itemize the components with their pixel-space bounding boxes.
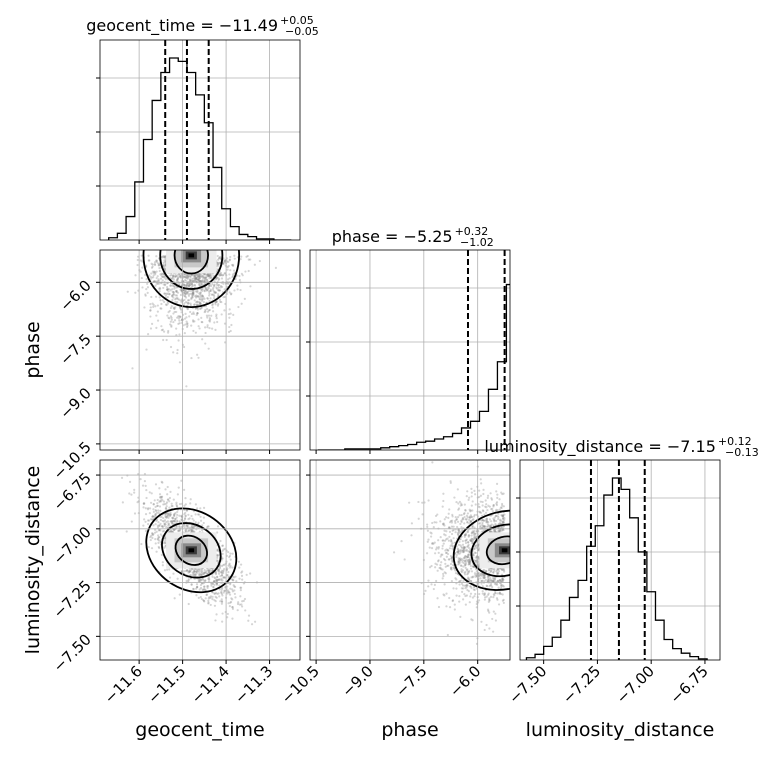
x-tick-label: −9.0 [338, 662, 376, 700]
xlabel-phase: phase [381, 719, 438, 741]
xlabel-luminosity-distance: luminosity_distance [526, 719, 715, 741]
title-geocent-time: geocent_time = −11.49 +0.05 [86, 14, 314, 36]
x-tick-label: −7.50 [505, 662, 550, 707]
panel-frame [519, 459, 721, 661]
contour-line [452, 509, 510, 591]
contour-line [161, 522, 222, 579]
contour-line [174, 534, 208, 566]
grid-layer [100, 40, 720, 660]
contour-line [145, 507, 238, 594]
contour-line [485, 535, 510, 566]
density-geocent_time-luminosity_distance [166, 532, 217, 569]
title-luminosity-distance: luminosity_distance = −7.15 +0.12 [484, 435, 751, 457]
x-tick-label: −11.5 [144, 662, 189, 707]
contours-geocent_time-luminosity_distance [145, 507, 238, 594]
y-tick-label: −7.25 [50, 577, 95, 622]
frame-layer [99, 39, 721, 661]
title-phase: phase = −5.25 +0.32 [332, 225, 489, 246]
contour-line [173, 250, 209, 275]
histogram-luminosity_distance [525, 477, 708, 660]
x-tick-label: −6.75 [667, 662, 712, 707]
contours-phase-luminosity_distance [452, 509, 510, 591]
contour-line [159, 250, 224, 290]
y-tick-label: −7.5 [56, 330, 94, 368]
x-tick-label: −10.5 [278, 662, 323, 707]
y-tick-label: −9.0 [56, 384, 94, 422]
x-tick-label: −11.3 [231, 662, 276, 707]
density-geocent_time-phase [166, 250, 217, 274]
x-tick-label: −6.0 [446, 662, 484, 700]
ylabel-phase: phase [22, 321, 44, 378]
ylabel-luminosity-distance: luminosity_distance [22, 466, 44, 655]
title-geocent-time-minus: −0.05 [285, 25, 319, 38]
panel-frame [99, 459, 301, 661]
x-tick-label: −7.5 [392, 662, 430, 700]
histogram-layer [108, 57, 708, 660]
title-phase-minus: −1.02 [460, 236, 494, 249]
xlabel-geocent-time: geocent_time [135, 719, 264, 741]
x-tick-label: −11.6 [101, 662, 146, 707]
y-tick-label: −6.0 [56, 276, 94, 314]
panel-frame [309, 249, 511, 451]
histogram-phase [317, 283, 510, 450]
x-tick-label: −11.4 [188, 662, 233, 707]
contour-line [142, 250, 241, 308]
tick-layer: −10.5 −9.0 −7.5 −6.0 −11.6−11.5−11.4−11.3 −7.… [50, 77, 712, 707]
y-tick-label: −7.00 [50, 523, 95, 568]
contour-line [470, 523, 510, 578]
contours-geocent_time-phase [142, 250, 241, 308]
scatter-geocent_time-phase [126, 254, 278, 388]
quantile-layer [164, 40, 646, 660]
contour-layer [142, 250, 510, 594]
x-tick-label: −7.00 [613, 662, 658, 707]
x-tick-label: −7.25 [559, 662, 604, 707]
panel-frame [309, 459, 511, 661]
panel-frame [99, 249, 301, 451]
y-tick-label: −7.50 [50, 630, 95, 675]
histogram-geocent_time [108, 57, 292, 240]
panel-frame [99, 39, 301, 241]
title-luminosity-distance-minus: −0.13 [725, 446, 759, 459]
